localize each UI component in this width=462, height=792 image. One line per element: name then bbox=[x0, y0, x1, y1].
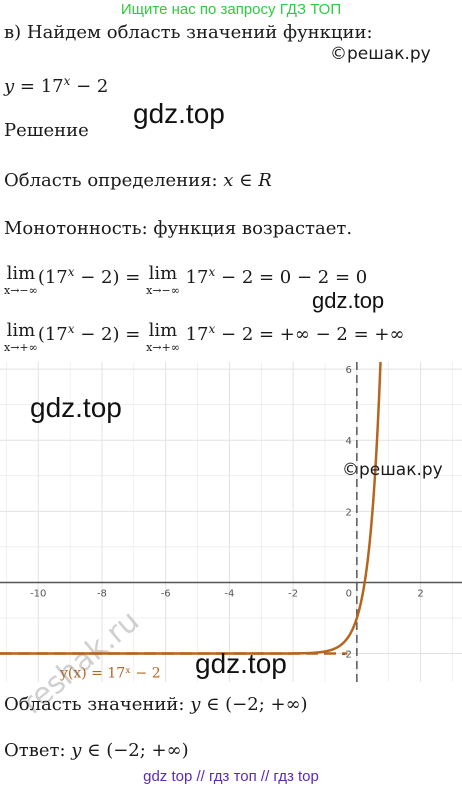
answer-line: Ответ: y ∈ (−2; +∞) bbox=[4, 740, 189, 761]
curve-label: y(x) = 17ˣ − 2 bbox=[59, 666, 161, 682]
function-tail: − 2 bbox=[70, 76, 109, 97]
gdz-watermark-4: gdz.top bbox=[195, 648, 287, 679]
domain-line: Область определения: x ∈ R bbox=[4, 170, 272, 191]
lim-2-expr-tail: − 2) = bbox=[74, 324, 147, 345]
lim-2-rhs-base: 17 bbox=[179, 324, 209, 345]
lim-2-expr: (17 bbox=[37, 324, 68, 345]
function-formula: y = 17x − 2 bbox=[4, 74, 108, 97]
limit-line-2: lim x→+∞ (17x − 2) = lim x→+∞ 17x − 2 = +∞ … bbox=[4, 320, 405, 354]
range-line: Область значений: y ∈ (−2; +∞) bbox=[4, 694, 308, 715]
y-tick-label: 2 bbox=[345, 507, 351, 518]
task-heading: в) Найдем область значений функции: bbox=[4, 22, 373, 43]
answer-rest: ∈ (−2; +∞) bbox=[81, 740, 189, 761]
lim-1-right: lim x→−∞ bbox=[146, 263, 180, 297]
y-tick-label: 4 bbox=[345, 436, 351, 447]
lim-1-expr-tail: − 2) = bbox=[74, 267, 147, 288]
x-tick-label: 0 bbox=[346, 588, 352, 599]
function-lhs: y bbox=[4, 76, 15, 97]
y-tick-label: 6 bbox=[345, 365, 351, 376]
domain-rest: ∈ R bbox=[233, 170, 272, 191]
lim-1-rhs-base: 17 bbox=[179, 267, 209, 288]
reshak-watermark: ©решак.ру bbox=[342, 460, 443, 480]
y-tick-label: -2 bbox=[342, 650, 352, 661]
lim-1-exp: x bbox=[67, 265, 75, 279]
domain-var: x bbox=[223, 170, 234, 191]
range-var: y bbox=[190, 694, 201, 715]
function-eq: = 17 bbox=[14, 76, 64, 97]
footer-links[interactable]: gdz top // гдз топ // гдз top bbox=[143, 768, 319, 785]
x-tick-label: -10 bbox=[30, 588, 46, 599]
lim-2-rhs-exp: x bbox=[208, 322, 216, 336]
answer-text: Ответ: bbox=[4, 740, 72, 761]
limit-line-1: lim x→−∞ (17x − 2) = lim x→−∞ 17x − 2 = 0 −… bbox=[4, 263, 368, 297]
monotonic-line: Монотонность: функция возрастает. bbox=[4, 218, 353, 239]
x-tick-label: -2 bbox=[288, 588, 298, 599]
range-rest: ∈ (−2; +∞) bbox=[200, 694, 308, 715]
lim-1-left: lim x→−∞ bbox=[4, 263, 38, 297]
lim-2-right: lim x→+∞ bbox=[146, 320, 180, 354]
range-text: Область значений: bbox=[4, 694, 191, 715]
function-graph: -10 -8 -6 -4 -2 2 0 6 4 2 -2 y(x) = 17ˣ − 2 bbox=[0, 362, 462, 682]
x-tick-label: -6 bbox=[161, 588, 171, 599]
solution-label: Решение bbox=[4, 120, 89, 141]
lim-1-expr: (17 bbox=[37, 267, 68, 288]
lim-2-left: lim x→+∞ bbox=[4, 320, 38, 354]
answer-var: y bbox=[71, 740, 82, 761]
lim-2-rhs-tail: − 2 = +∞ − 2 = +∞ bbox=[215, 324, 405, 345]
copyright-watermark: ©решак.ру bbox=[330, 44, 431, 64]
domain-text: Область определения: bbox=[4, 170, 224, 191]
lim-1-rhs-tail: − 2 = 0 − 2 = 0 bbox=[215, 267, 368, 288]
x-tick-label: -8 bbox=[97, 588, 107, 599]
x-tick-label: -4 bbox=[224, 588, 234, 599]
gdz-watermark-1: gdz.top bbox=[133, 98, 225, 129]
lim-1-rhs-exp: x bbox=[208, 265, 216, 279]
x-tick-label: 2 bbox=[417, 588, 423, 599]
lim-2-exp: x bbox=[67, 322, 75, 336]
gdz-watermark-2: gdz.top bbox=[312, 288, 385, 313]
gdz-watermark-3: gdz.top bbox=[30, 392, 122, 423]
function-exponent: x bbox=[63, 74, 71, 88]
function-curve bbox=[0, 362, 382, 655]
top-banner[interactable]: Ищите нас по запросу ГДЗ ТОП bbox=[120, 1, 342, 18]
